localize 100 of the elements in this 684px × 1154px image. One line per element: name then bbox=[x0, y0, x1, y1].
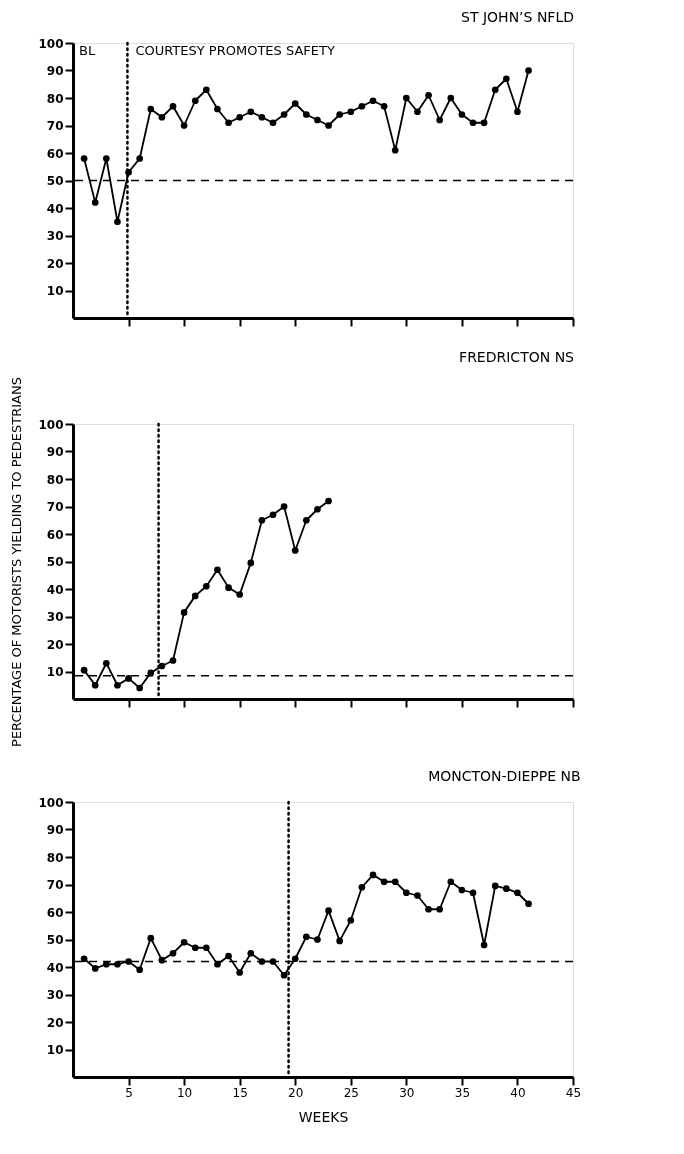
point bbox=[136, 684, 144, 692]
y-tick-label: 100 bbox=[38, 36, 64, 51]
y-tick-label: 90 bbox=[46, 64, 64, 78]
point bbox=[114, 681, 121, 689]
point bbox=[480, 119, 488, 127]
point bbox=[314, 505, 321, 513]
y-tick-label: 30 bbox=[46, 988, 64, 1002]
point bbox=[191, 944, 199, 952]
x-tick-label: 20 bbox=[288, 1085, 304, 1100]
y-tick-label: 70 bbox=[46, 500, 64, 514]
point bbox=[147, 934, 155, 942]
point bbox=[180, 609, 188, 616]
point bbox=[436, 905, 444, 913]
point bbox=[314, 116, 321, 124]
point bbox=[314, 936, 321, 943]
point bbox=[325, 122, 332, 129]
y-tick-label: 20 bbox=[46, 256, 64, 271]
x-tick-label: 30 bbox=[399, 1085, 415, 1100]
point bbox=[358, 102, 366, 110]
point bbox=[269, 958, 277, 965]
y-tick-label: 40 bbox=[46, 201, 64, 216]
point bbox=[414, 108, 421, 116]
point bbox=[302, 933, 310, 941]
point bbox=[247, 559, 255, 567]
point bbox=[514, 108, 521, 116]
point bbox=[202, 86, 210, 94]
point bbox=[236, 591, 244, 598]
chart-title: ST JOHN’S NFLD bbox=[461, 9, 574, 25]
point bbox=[91, 199, 99, 206]
point bbox=[91, 965, 99, 972]
point bbox=[469, 119, 477, 127]
point bbox=[114, 218, 121, 226]
point bbox=[180, 122, 188, 129]
x-tick-label: 15 bbox=[232, 1085, 248, 1100]
point bbox=[436, 116, 444, 124]
point bbox=[269, 511, 277, 519]
point bbox=[125, 675, 132, 682]
y-tick-label: 50 bbox=[46, 933, 64, 947]
point bbox=[136, 966, 144, 974]
point bbox=[169, 657, 177, 664]
point bbox=[225, 952, 232, 960]
point bbox=[102, 155, 110, 162]
point bbox=[502, 75, 510, 83]
point bbox=[102, 659, 110, 667]
point bbox=[391, 146, 399, 154]
point bbox=[514, 889, 521, 897]
point bbox=[169, 949, 177, 957]
point bbox=[302, 516, 310, 524]
point bbox=[236, 969, 244, 976]
point bbox=[280, 503, 288, 510]
y-tick-label: 30 bbox=[46, 229, 64, 243]
y-tick-label: 70 bbox=[46, 119, 64, 133]
point bbox=[447, 878, 455, 886]
point bbox=[447, 94, 455, 102]
annotation: COURTESY PROMOTES SAFETY bbox=[135, 43, 335, 58]
point bbox=[114, 960, 121, 968]
point bbox=[502, 885, 510, 892]
point bbox=[202, 944, 210, 952]
point bbox=[291, 955, 299, 963]
point bbox=[336, 937, 344, 945]
point bbox=[91, 681, 99, 689]
point bbox=[425, 905, 432, 913]
point bbox=[225, 119, 232, 127]
point bbox=[458, 111, 466, 118]
point bbox=[325, 907, 332, 914]
point bbox=[280, 971, 288, 979]
point bbox=[469, 889, 477, 897]
point bbox=[180, 938, 188, 946]
y-tick-label: 30 bbox=[46, 610, 64, 624]
y-tick-label: 20 bbox=[46, 637, 64, 652]
point bbox=[525, 67, 532, 74]
point bbox=[147, 105, 155, 113]
x-tick-label: 10 bbox=[176, 1085, 193, 1100]
point bbox=[369, 97, 377, 105]
point bbox=[402, 889, 410, 897]
point bbox=[158, 113, 166, 121]
point bbox=[291, 100, 299, 107]
point bbox=[236, 113, 244, 121]
point bbox=[402, 94, 410, 102]
point bbox=[414, 892, 421, 899]
point bbox=[136, 155, 144, 162]
x-axis-title: WEEKS bbox=[298, 1108, 349, 1125]
point bbox=[280, 111, 288, 118]
point bbox=[214, 105, 221, 113]
point bbox=[247, 949, 255, 957]
point bbox=[391, 878, 399, 886]
y-tick-label: 40 bbox=[46, 582, 64, 597]
point bbox=[269, 119, 277, 127]
chart-title: MONCTON-DIEPPE NB bbox=[428, 768, 581, 784]
point bbox=[191, 97, 199, 105]
point bbox=[491, 882, 499, 890]
point bbox=[380, 102, 388, 110]
x-tick-label: 5 bbox=[125, 1085, 133, 1100]
point bbox=[425, 91, 432, 99]
y-tick-label: 10 bbox=[46, 665, 64, 679]
point bbox=[525, 900, 532, 908]
point bbox=[80, 666, 88, 674]
y-tick-label: 50 bbox=[46, 555, 64, 569]
y-tick-label: 10 bbox=[46, 284, 64, 298]
point bbox=[225, 584, 232, 591]
